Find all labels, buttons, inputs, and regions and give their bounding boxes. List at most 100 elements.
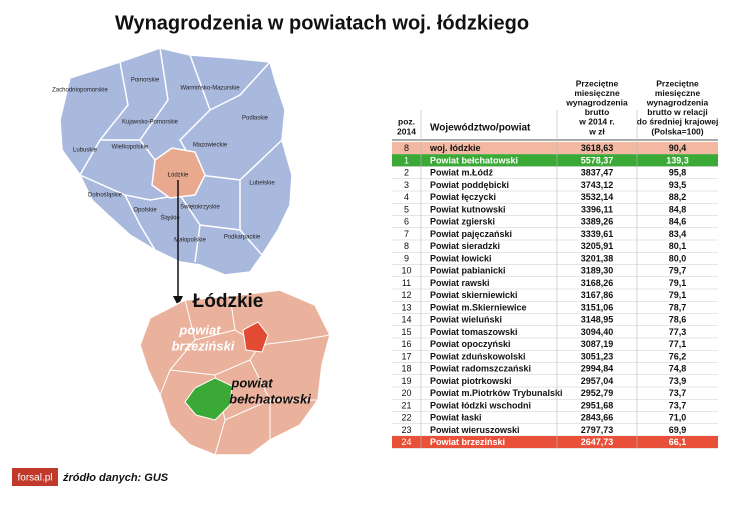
table-cell: 17 [401,351,411,361]
table-cell: 74,8 [669,364,687,374]
table-cell: 7 [404,229,409,239]
column-header: wynagrodzenia [565,97,628,107]
table-cell: 139,3 [666,155,689,165]
table-cell: 6 [404,217,409,227]
column-header: miesięczne [655,88,701,98]
table-cell: Powiat m.Piotrków Trybunalski [430,388,563,398]
column-header: do średniej krajowej [637,117,719,127]
table-cell: 10 [401,266,411,276]
map-label: powiat [230,375,273,390]
column-header: w zł [588,126,605,136]
table-cell: Powiat brzeziński [430,437,505,447]
region-title: Łódzkie [193,291,264,312]
table-cell: 2647,73 [581,437,614,447]
map-label: Łódzkie [168,173,189,179]
table-cell: Powiat sieradzki [430,241,500,251]
table-cell: 9 [404,253,409,263]
table-cell: 15 [401,327,411,337]
table-cell: 13 [401,302,411,312]
table-cell: 8 [404,143,409,153]
table-cell: 2951,68 [581,400,614,410]
table-cell: 83,4 [669,229,687,239]
table-cell: 2957,04 [581,376,614,386]
table-cell: 3167,86 [581,290,614,300]
table-cell: 3094,40 [581,327,614,337]
map-label: Małopolskie [174,238,206,244]
table-cell: Powiat opoczyński [430,339,511,349]
lodzkie-highlight [151,147,206,199]
table-cell: 77,3 [669,327,687,337]
map-label: Podlaskie [242,116,269,122]
table-cell: 3087,19 [581,339,614,349]
column-header: 2014 [397,126,416,136]
table-cell: 73,7 [669,400,687,410]
brzezinski-area [242,321,269,353]
table-cell: 3205,91 [581,241,614,251]
column-header: Województwo/powiat [430,123,531,134]
table-cell: 3389,26 [581,217,614,227]
table-cell: 71,0 [669,413,687,423]
table-cell: Powiat pajęczański [430,229,512,239]
table-cell: 79,7 [669,266,687,276]
table-cell: Powiat m.Skierniewice [430,302,527,312]
table-cell: Powiat łęczycki [430,192,496,202]
row-highlight [392,142,718,155]
table-cell: 3151,06 [581,302,614,312]
column-header: w 2014 r. [578,117,614,127]
column-header: (Polska=100) [651,126,703,136]
map-label: Śląskie [160,214,180,222]
table-cell: 3148,95 [581,315,614,325]
map-label: Wielkopolskie [112,145,149,151]
column-header: Przeciętne [576,78,619,88]
table-cell: 3743,12 [581,180,614,190]
table-cell: Powiat piotrkowski [430,376,512,386]
table-cell: 88,2 [669,192,687,202]
column-header: miesięczne [574,88,620,98]
table-cell: 3168,26 [581,278,614,288]
table-cell: 80,1 [669,241,687,251]
table-cell: 95,8 [669,168,687,178]
region-map [139,289,331,456]
table-cell: 2843,66 [581,413,614,423]
table-cell: 84,8 [669,204,687,214]
table-cell: 2 [404,168,409,178]
table-cell: 3837,47 [581,168,614,178]
table-cell: 76,2 [669,351,687,361]
table-cell: 69,9 [669,425,687,435]
table-cell: Powiat tomaszowski [430,327,518,337]
table-cell: 3 [404,180,409,190]
table-cell: Powiat rawski [430,278,490,288]
table-cell: 84,6 [669,217,687,227]
logo: forsal.pl [17,473,52,484]
column-header: Przeciętne [656,78,699,88]
table-cell: 18 [401,364,411,374]
table-cell: 4 [404,192,409,202]
table-cell: Powiat m.Łódź [430,168,494,178]
table-cell: Powiat bełchatowski [430,155,518,165]
table-cell: Powiat zduńskowolski [430,351,526,361]
table-cell: 77,1 [669,339,687,349]
table-cell: 22 [401,413,411,423]
column-header: wynagrodzenia [646,97,709,107]
table-cell: 23 [401,425,411,435]
table-cell: 16 [401,339,411,349]
table-cell: 93,5 [669,180,687,190]
map-label: brzeziński [172,338,235,353]
column-header: brutto [585,107,610,117]
table-cell: 3189,30 [581,266,614,276]
table-cell: 21 [401,400,411,410]
table-cell: 3396,11 [581,204,613,214]
table-cell: woj. łódzkie [429,143,481,153]
map-label: Dolnośląskie [88,193,123,199]
table-cell: 66,1 [669,437,687,447]
map-label: Warmińsko-Mazurskie [180,86,240,92]
table-cell: 3051,23 [581,351,614,361]
table-cell: 90,4 [669,143,687,153]
table-cell: 19 [401,376,411,386]
table-cell: 3339,61 [581,229,614,239]
table-cell: 3532,14 [581,192,614,202]
table-cell: Powiat łódzki wschodni [430,400,531,410]
table-cell: Powiat łaski [430,413,482,423]
